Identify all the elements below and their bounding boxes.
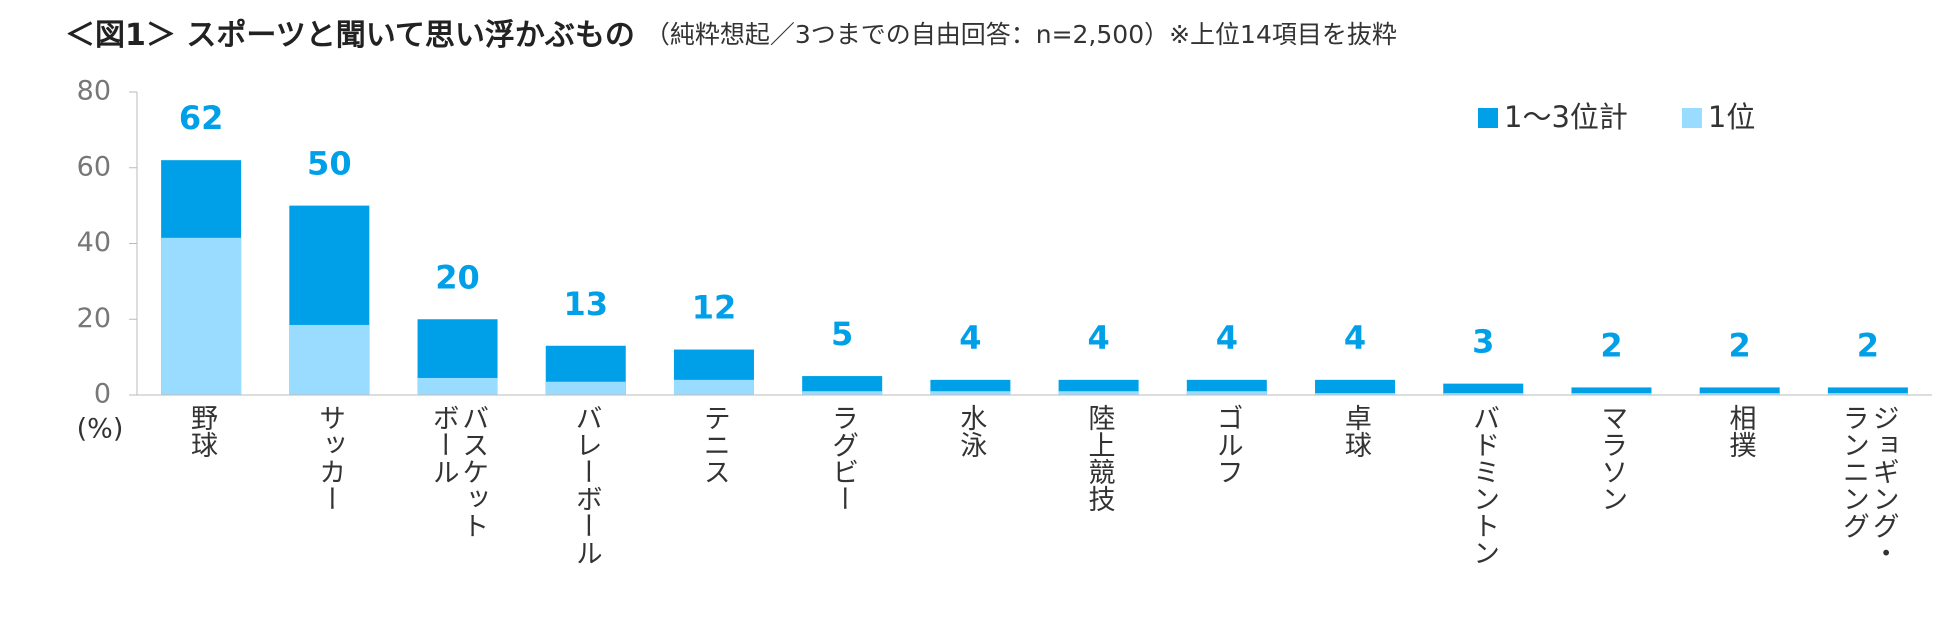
legend-label: 1位 xyxy=(1708,100,1755,134)
bar xyxy=(289,324,370,395)
data-label: 2 xyxy=(1857,326,1879,364)
bar xyxy=(1443,383,1524,395)
data-label: 13 xyxy=(563,285,608,323)
x-tick-label: マラソン xyxy=(1596,404,1628,512)
legend-label: 1～3位計 xyxy=(1504,100,1628,134)
y-tick-label: 0 xyxy=(94,379,111,410)
bar xyxy=(673,379,754,395)
bar xyxy=(1571,393,1652,395)
bar xyxy=(1315,393,1396,395)
bar xyxy=(1571,387,1652,395)
bar xyxy=(1443,393,1524,395)
x-tick-label: ゴルフ xyxy=(1211,404,1243,485)
data-label: 4 xyxy=(959,319,981,357)
x-tick-label: サッカー xyxy=(314,404,346,512)
data-label: 12 xyxy=(692,289,737,327)
y-tick-label: 60 xyxy=(77,151,111,182)
y-tick-label: 20 xyxy=(77,303,111,334)
data-label: 5 xyxy=(831,315,853,353)
title: ＜図1＞ スポーツと聞いて思い浮かぶもの xyxy=(65,18,635,53)
x-tick-label: バドミントン xyxy=(1468,404,1500,566)
bar xyxy=(417,377,498,395)
bar xyxy=(1315,379,1396,395)
legend-swatch xyxy=(1681,108,1702,128)
bar xyxy=(1827,393,1908,395)
bar xyxy=(1827,387,1908,395)
x-tick-label: テニス xyxy=(698,404,730,485)
bar xyxy=(802,391,883,395)
data-label: 50 xyxy=(307,145,352,183)
data-label: 2 xyxy=(1600,326,1622,364)
data-label: 4 xyxy=(1344,319,1366,357)
subtitle: （純粋想起／3つまでの自由回答：n=2,500）※上位14項目を抜粋 xyxy=(645,20,1397,49)
x-tick-label: バレーボール xyxy=(570,404,602,566)
data-label: 3 xyxy=(1472,323,1494,361)
x-tick-label: 水泳 xyxy=(955,404,987,458)
bar xyxy=(1699,387,1780,395)
data-label: 4 xyxy=(1087,319,1109,357)
x-tick-label: ラグビー xyxy=(827,404,859,512)
x-tick-label: 卓球 xyxy=(1339,404,1371,458)
chart-title: ＜図1＞ スポーツと聞いて思い浮かぶもの （純粋想起／3つまでの自由回答：n=2,… xyxy=(65,18,1397,53)
bar xyxy=(930,391,1011,395)
bar xyxy=(1058,391,1139,395)
data-label: 20 xyxy=(435,258,480,296)
y-tick-label: 80 xyxy=(77,76,111,107)
y-tick-label: 40 xyxy=(77,227,111,258)
bar xyxy=(1699,393,1780,395)
x-tick-label: バスケット ボール xyxy=(427,404,489,539)
x-tick-label: 陸上競技 xyxy=(1083,404,1115,512)
x-tick-label: 野球 xyxy=(185,404,217,458)
bar xyxy=(1186,391,1267,395)
bar xyxy=(161,237,242,395)
bar xyxy=(802,376,883,395)
legend-swatch xyxy=(1478,108,1498,128)
data-label: 62 xyxy=(179,99,224,137)
x-tick-label: 相撲 xyxy=(1724,404,1756,458)
y-axis-label: (%) xyxy=(77,414,124,445)
bar xyxy=(545,381,626,395)
data-label: 4 xyxy=(1216,319,1238,357)
data-label: 2 xyxy=(1729,326,1751,364)
x-tick-label: ジョギング・ ランニング xyxy=(1837,404,1899,566)
